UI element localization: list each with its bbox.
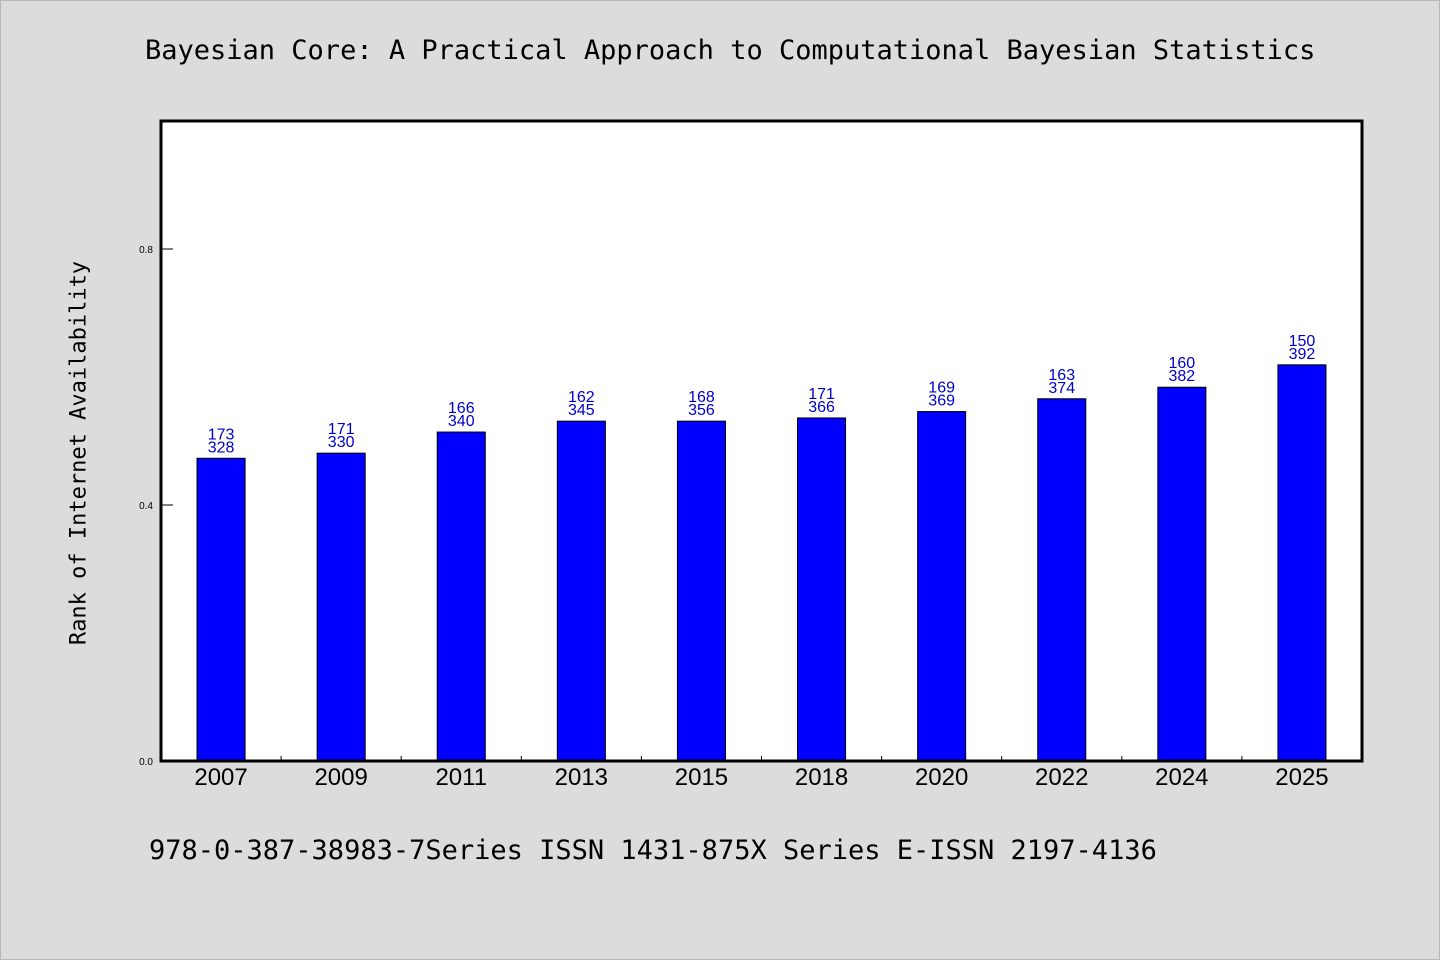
bar-label-bottom: 328 [208,439,235,456]
bar [1277,364,1327,762]
bar-label-top: 162 [568,389,595,406]
bar [676,420,726,762]
bar-label-top: 168 [688,389,715,406]
bar-label-top: 163 [1048,367,1075,384]
bar-label-bottom: 330 [328,434,355,451]
bar-label-bottom: 340 [448,413,475,430]
bar-label-bottom: 366 [808,399,835,416]
plot-border [159,119,1364,763]
bar [316,452,366,762]
bar-label-top: 166 [448,400,475,417]
y-tick-label: 0.4 [139,501,153,512]
bar-label-top: 171 [808,386,835,403]
bar-label-top: 171 [328,421,355,438]
x-tick-label: 2022 [1035,764,1088,791]
bar-label-bottom: 392 [1289,346,1316,363]
bar-label-bottom: 356 [688,402,715,419]
x-tick-label: 2024 [1155,764,1208,791]
bar-label-top: 160 [1168,355,1195,372]
bar [436,431,486,762]
bar-label-bottom: 382 [1168,368,1195,385]
x-tick-label: 2007 [194,764,247,791]
bar-label-bottom: 345 [568,402,595,419]
y-tick-label: 0.8 [139,245,153,256]
bar-label-top: 150 [1289,333,1316,350]
x-tick-label: 2009 [314,764,367,791]
x-tick-label: 2025 [1275,764,1328,791]
bar [917,411,967,762]
chart-title: Bayesian Core: A Practical Approach to C… [145,35,1316,66]
bar-label-top: 173 [208,426,235,443]
footer-isbn-text: 978-0-387-38983-7Series ISSN 1431-875X S… [149,835,1157,866]
x-tick-label: 2013 [555,764,608,791]
bar [196,457,246,762]
bar [556,420,606,762]
bar [797,417,847,762]
x-tick-label: 2011 [435,764,487,791]
bar [1037,398,1087,762]
bar-label-top: 169 [928,380,955,397]
x-tick-label: 2018 [795,764,848,791]
y-tick-label: 0.0 [139,757,153,768]
bar-label-bottom: 369 [928,393,955,410]
bar-label-bottom: 374 [1048,380,1075,397]
x-tick-label: 2015 [675,764,728,791]
x-tick-label: 2020 [915,764,968,791]
bar [1157,386,1207,762]
